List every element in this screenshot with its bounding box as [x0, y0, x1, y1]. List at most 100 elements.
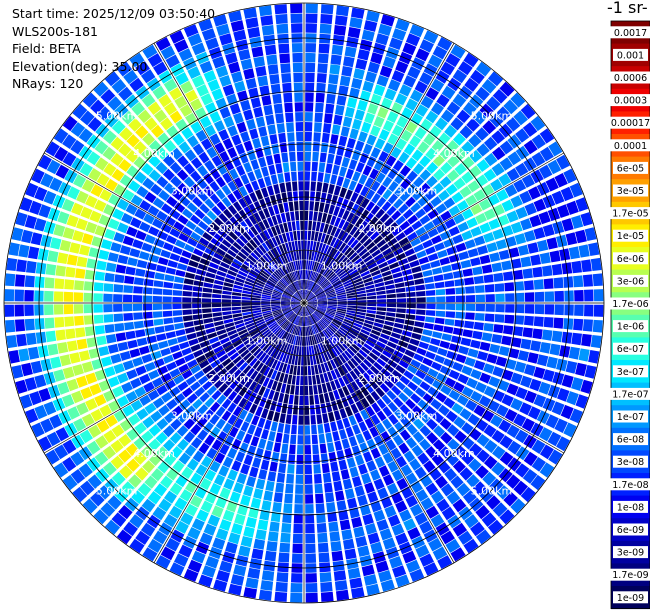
ppi-range-gate	[409, 135, 422, 148]
ppi-range-gate	[304, 290, 308, 300]
ppi-range-gate	[298, 306, 303, 316]
ppi-range-gate	[382, 349, 393, 359]
ppi-range-gate	[172, 290, 183, 296]
ppi-range-gate	[451, 262, 462, 271]
ppi-range-gate	[308, 375, 313, 386]
ppi-range-gate	[313, 385, 318, 395]
ppi-range-gate	[291, 304, 301, 308]
ppi-range-gate	[373, 376, 383, 386]
ppi-range-gate	[121, 381, 133, 394]
ppi-range-gate	[261, 500, 272, 511]
ppi-range-gate	[113, 284, 124, 293]
ppi-range-gate	[396, 298, 407, 303]
ppi-range-gate	[543, 278, 554, 289]
range-ring-label: 3.00km	[171, 409, 213, 422]
ppi-range-gate	[410, 237, 421, 247]
ppi-range-gate	[501, 260, 512, 271]
ppi-range-gate	[400, 129, 413, 142]
ppi-range-gate	[360, 197, 370, 209]
ppi-range-gate	[582, 274, 593, 287]
ppi-range-gate	[320, 319, 329, 327]
ppi-range-gate	[280, 341, 287, 351]
ppi-range-gate	[317, 305, 327, 308]
ppi-range-gate	[158, 189, 170, 202]
ppi-range-gate	[363, 277, 373, 284]
ppi-range-gate	[334, 228, 341, 238]
ppi-range-gate	[412, 272, 423, 279]
ppi-range-gate	[132, 239, 144, 249]
ppi-range-gate	[465, 303, 476, 311]
ppi-range-gate	[16, 259, 27, 273]
ppi-range-gate	[158, 340, 169, 349]
ppi-range-gate	[473, 275, 484, 285]
ppi-range-gate	[288, 201, 294, 212]
ppi-range-gate	[454, 445, 467, 458]
ppi-range-gate	[395, 18, 410, 32]
ppi-range-gate	[197, 375, 209, 386]
ppi-range-gate	[117, 372, 129, 384]
ppi-range-gate	[268, 357, 275, 368]
ppi-range-gate	[318, 43, 330, 54]
ppi-range-gate	[129, 538, 145, 554]
ppi-range-gate	[257, 75, 269, 87]
ppi-range-gate	[240, 421, 250, 432]
ppi-range-gate	[320, 14, 333, 25]
ppi-range-gate	[369, 266, 379, 273]
ppi-range-gate	[322, 472, 332, 483]
ppi-range-gate	[90, 99, 105, 115]
ppi-range-gate	[333, 206, 340, 217]
ppi-range-gate	[373, 159, 384, 171]
ppi-range-gate	[416, 303, 426, 309]
colorbar-tick-label: 0.00017	[611, 118, 650, 129]
ppi-range-gate	[258, 438, 267, 449]
ppi-range-gate	[213, 363, 224, 373]
ppi-range-gate	[80, 387, 93, 400]
ppi-range-gate	[306, 336, 309, 346]
range-ring-label: 4.00km	[433, 147, 475, 160]
ppi-range-gate	[405, 33, 421, 47]
ppi-range-gate	[360, 270, 370, 277]
ppi-range-gate	[524, 315, 534, 326]
ppi-range-gate	[187, 237, 198, 247]
ppi-range-gate	[262, 311, 272, 316]
ppi-range-gate	[353, 319, 364, 326]
ppi-range-gate	[255, 336, 265, 345]
ppi-range-gate	[451, 191, 464, 204]
ppi-range-gate	[431, 453, 444, 466]
ppi-range-gate	[444, 318, 455, 326]
ppi-range-gate	[398, 237, 410, 247]
ppi-range-gate	[221, 372, 231, 382]
ppi-range-gate	[292, 295, 301, 301]
ppi-range-gate	[456, 200, 469, 212]
ppi-range-gate	[264, 44, 277, 56]
ppi-range-gate	[477, 351, 489, 361]
ppi-range-gate	[333, 264, 342, 273]
ppi-range-gate	[272, 325, 281, 334]
ppi-range-gate	[474, 313, 485, 321]
ppi-range-gate	[388, 414, 399, 425]
ppi-range-gate	[258, 589, 272, 601]
ppi-range-gate	[252, 310, 262, 314]
ppi-range-gate	[510, 498, 526, 514]
ppi-range-gate	[258, 352, 267, 362]
ppi-ray	[243, 306, 304, 599]
ppi-range-gate	[571, 332, 582, 346]
ppi-range-gate	[324, 482, 333, 493]
ppi-range-gate	[139, 200, 152, 212]
range-ring-label: 1.00km	[321, 260, 363, 273]
ppi-range-gate	[420, 335, 431, 343]
ppi-range-gate	[304, 141, 312, 152]
ppi-range-gate	[330, 215, 337, 226]
ppi-range-gate	[441, 85, 456, 100]
ppi-range-gate	[333, 25, 347, 36]
ppi-range-gate	[135, 365, 147, 376]
ppi-range-gate	[125, 149, 139, 163]
ppi-range-gate	[98, 249, 110, 260]
ppi-range-gate	[375, 387, 385, 398]
ppi-range-gate	[292, 62, 303, 73]
ppi-range-gate	[325, 163, 333, 174]
ppi-range-gate	[291, 171, 297, 182]
ppi-range-gate	[179, 399, 191, 411]
ppi-range-gate	[169, 253, 181, 262]
ppi-range-gate	[96, 335, 107, 346]
